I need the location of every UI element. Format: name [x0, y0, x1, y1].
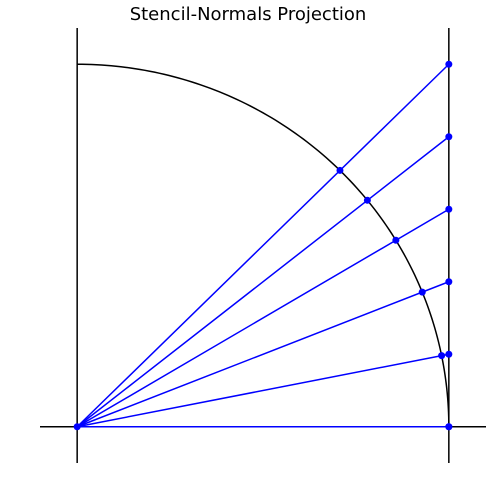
ray-line-5 [76, 63, 450, 428]
rays-group [76, 63, 450, 428]
tangent-point-3 [445, 205, 453, 213]
arc-point-4 [363, 196, 371, 204]
ray-line-1 [77, 353, 449, 428]
chart-title: Stencil-Normals Projection [129, 4, 367, 25]
tangent-point-4 [445, 133, 453, 141]
tangent-point-1 [445, 350, 453, 358]
arc-point-2 [418, 288, 426, 296]
origin-point [73, 423, 81, 431]
arc-point-1 [438, 352, 446, 360]
arc-point-5 [336, 166, 344, 174]
arc-point-0 [445, 423, 453, 431]
tangent-point-5 [445, 60, 453, 68]
tangent-point-2 [445, 278, 453, 286]
ray-line-2 [76, 281, 450, 428]
ray-line-3 [76, 208, 450, 428]
ray-line-4 [76, 136, 450, 428]
points-group [73, 60, 453, 431]
arc-point-3 [392, 236, 400, 244]
